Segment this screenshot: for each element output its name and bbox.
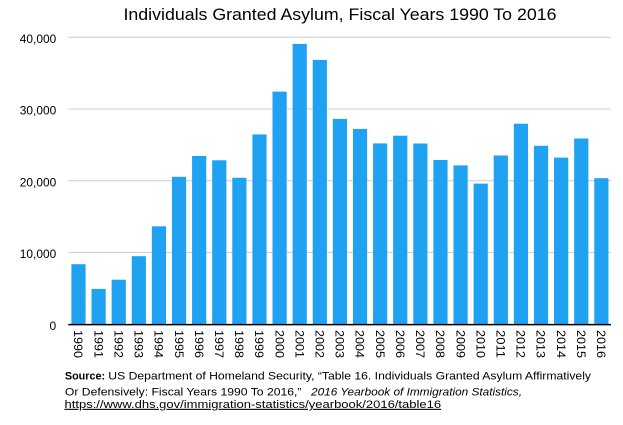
svg-text:1992: 1992: [111, 330, 125, 358]
svg-text:1991: 1991: [91, 330, 105, 358]
svg-text:40,000: 40,000: [20, 32, 57, 46]
svg-text:2014: 2014: [554, 330, 568, 358]
svg-text:2015: 2015: [574, 330, 588, 358]
svg-text:2001: 2001: [292, 330, 306, 358]
svg-text:1994: 1994: [152, 330, 166, 358]
svg-text:2004: 2004: [353, 330, 367, 358]
svg-text:2013: 2013: [534, 330, 548, 358]
svg-text:1996: 1996: [192, 330, 206, 358]
svg-text:1993: 1993: [132, 330, 146, 358]
svg-text:Or Defensively: Fiscal Years 1: Or Defensively: Fiscal Years 1990 To 201…: [65, 387, 302, 399]
svg-text:10,000: 10,000: [20, 247, 57, 261]
svg-text:2003: 2003: [333, 330, 347, 358]
svg-text:https://www.dhs.gov/immigratio: https://www.dhs.gov/immigration-statisti…: [65, 399, 442, 411]
svg-text:1990: 1990: [71, 330, 85, 358]
svg-text:Source:: Source:: [65, 371, 105, 383]
svg-text:2010: 2010: [473, 330, 487, 358]
svg-text:20,000: 20,000: [20, 175, 57, 189]
svg-text:2000: 2000: [272, 330, 286, 358]
svg-text:Individuals Granted Asylum, Fi: Individuals Granted Asylum, Fiscal Years…: [124, 6, 557, 24]
svg-text:2016: 2016: [594, 330, 608, 358]
svg-text:0: 0: [50, 319, 57, 333]
svg-text:2005: 2005: [373, 330, 387, 358]
svg-text:1998: 1998: [232, 330, 246, 358]
svg-text:2002: 2002: [313, 330, 327, 358]
svg-text:30,000: 30,000: [20, 104, 57, 118]
svg-text:2006: 2006: [393, 330, 407, 358]
svg-text:2011: 2011: [494, 330, 508, 358]
svg-text:2012: 2012: [514, 330, 528, 358]
svg-text:2007: 2007: [413, 330, 427, 358]
svg-text:1999: 1999: [252, 330, 266, 358]
svg-text:1997: 1997: [212, 330, 226, 358]
svg-text:2016 Yearbook of Immigration S: 2016 Yearbook of Immigration Statistics,: [310, 387, 522, 399]
svg-text:1995: 1995: [172, 330, 186, 358]
svg-text:US Department of Homeland Secu: US Department of Homeland Security, “Tab…: [108, 371, 591, 383]
svg-text:2008: 2008: [433, 330, 447, 358]
svg-text:2009: 2009: [453, 330, 467, 358]
